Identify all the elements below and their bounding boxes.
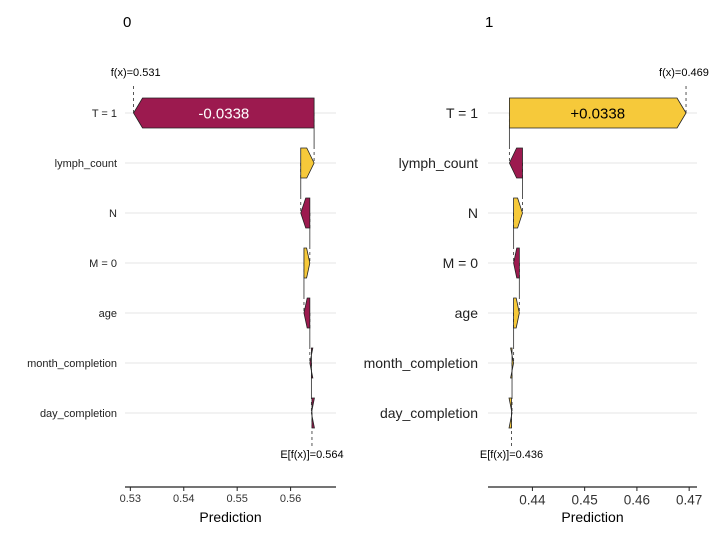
feature-label: M = 0 [443, 255, 479, 271]
panel-0: 0 -0.0338 T = 1 lymph_count N M = 0 age month_c… [27, 14, 344, 525]
feature-label: age [455, 305, 479, 321]
panel-title: 1 [485, 14, 493, 31]
x-tick-label: 0.45 [572, 493, 598, 508]
bar-m-0 [513, 247, 520, 279]
feature-label: T = 1 [446, 105, 478, 121]
fx-label: f(x)=0.531 [111, 67, 161, 79]
x-tick-label: 0.47 [676, 493, 702, 508]
bar-n [513, 197, 523, 229]
feature-label: N [109, 208, 117, 220]
panel-title: 0 [123, 14, 131, 31]
x-tick-label: 0.55 [226, 493, 247, 505]
bar-month-completion [309, 347, 314, 379]
feature-label: age [99, 308, 117, 320]
bar-lymph-count [508, 147, 523, 179]
feature-label: N [468, 205, 478, 221]
panel-1: 1 +0.0338 T = 1 lymph_count N M = 0 age month_c… [364, 14, 709, 525]
feature-label: lymph_count [399, 155, 478, 171]
feature-label: day_completion [380, 405, 478, 421]
bar-m-0 [303, 247, 311, 279]
bar-n [300, 197, 311, 229]
x-tick-label: 0.54 [173, 493, 194, 505]
bar-month-completion [510, 347, 515, 379]
bar-t-1 [509, 97, 687, 129]
base-value-label: E[f(x)]=0.564 [280, 449, 343, 461]
feature-label: day_completion [40, 408, 117, 420]
base-value-label: E[f(x)]=0.436 [480, 449, 543, 461]
bar-age [513, 297, 520, 329]
feature-label: T = 1 [92, 108, 117, 120]
fx-label: f(x)=0.469 [659, 67, 709, 79]
bar-lymph-count [300, 147, 315, 179]
x-axis-title: Prediction [561, 509, 623, 525]
x-tick-label: 0.44 [519, 493, 546, 508]
feature-label: lymph_count [55, 158, 117, 170]
feature-label: M = 0 [89, 258, 117, 270]
bar-day-completion [311, 397, 315, 429]
x-axis-title: Prediction [199, 509, 261, 525]
bar-age [303, 297, 311, 329]
bar-t-1 [133, 97, 315, 129]
bar-value-label: -0.0338 [198, 106, 249, 123]
feature-label: month_completion [27, 358, 117, 370]
x-tick-label: 0.53 [120, 493, 141, 505]
x-tick-label: 0.56 [280, 493, 301, 505]
bar-day-completion [508, 397, 513, 429]
bar-value-label: +0.0338 [570, 106, 625, 123]
x-tick-label: 0.46 [624, 493, 650, 508]
feature-label: month_completion [364, 355, 478, 371]
